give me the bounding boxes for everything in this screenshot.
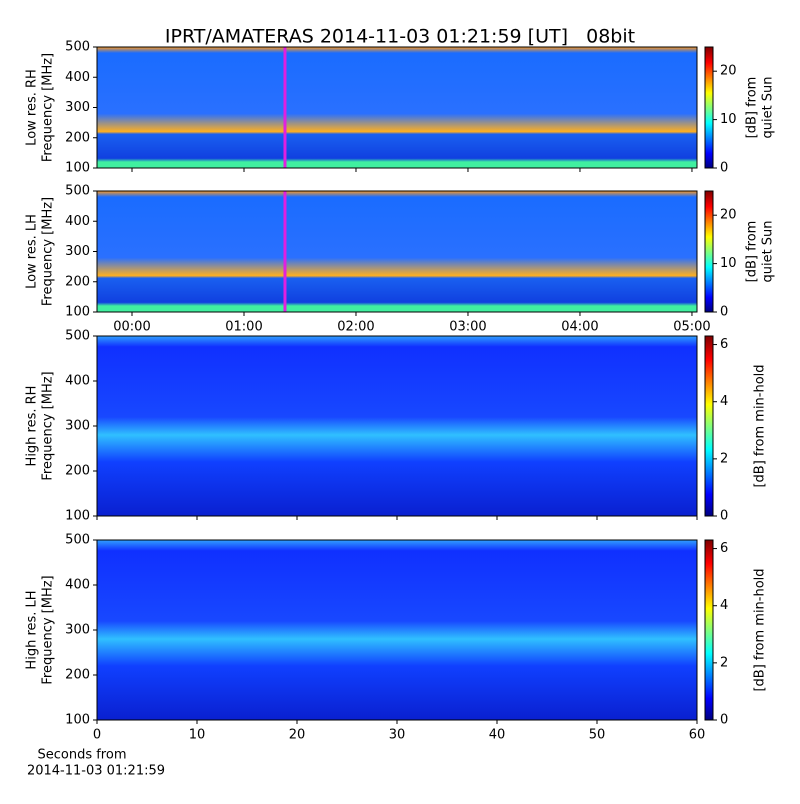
chart-title: IPRT/AMATERAS 2014-11-03 01:21:59 [UT] 0… xyxy=(165,26,635,48)
x-tick-label: 60 xyxy=(689,728,706,743)
y-tick-label: 400 xyxy=(65,214,90,229)
x-tick-label: 0 xyxy=(93,728,101,743)
spectrogram xyxy=(97,336,697,516)
x-tick-label: 00:00 xyxy=(113,320,150,335)
y-tick-label: 100 xyxy=(65,161,90,176)
colorbar-tick-label: 4 xyxy=(720,394,728,409)
spectrogram xyxy=(97,47,697,168)
colorbar-tick-label: 0 xyxy=(720,305,728,320)
x-tick-label: 50 xyxy=(589,728,606,743)
colorbar-label: quiet Sun xyxy=(761,220,776,282)
spectrogram xyxy=(97,191,697,312)
x-tick-label: 04:00 xyxy=(561,320,598,335)
y-axis-label: High res. RH xyxy=(25,386,40,467)
colorbar xyxy=(704,335,714,517)
y-tick-label: 300 xyxy=(65,244,90,259)
y-tick-label: 500 xyxy=(65,533,90,548)
spectrogram xyxy=(97,540,697,720)
y-axis-label: Frequency [MHz] xyxy=(41,197,56,306)
y-tick-label: 400 xyxy=(65,578,90,593)
x-tick-label: 30 xyxy=(389,728,406,743)
y-axis-label: Frequency [MHz] xyxy=(41,575,56,684)
colorbar-tick-label: 0 xyxy=(720,713,728,728)
x-axis-label: 2014-11-03 01:21:59 xyxy=(27,764,165,779)
x-tick-label: 20 xyxy=(289,728,306,743)
x-tick-label: 01:00 xyxy=(225,320,262,335)
colorbar-label: [dB] from min-hold xyxy=(753,568,768,691)
colorbar-tick-label: 20 xyxy=(720,64,737,79)
colorbar-tick-label: 0 xyxy=(720,509,728,524)
colorbar-label: quiet Sun xyxy=(761,76,776,138)
y-tick-label: 100 xyxy=(65,713,90,728)
colorbar xyxy=(704,190,714,313)
colorbar-tick-label: 2 xyxy=(720,451,728,466)
colorbar-tick-label: 6 xyxy=(720,337,728,352)
x-tick-label: 40 xyxy=(489,728,506,743)
colorbar-tick-label: 2 xyxy=(720,655,728,670)
y-tick-label: 500 xyxy=(65,329,90,344)
y-tick-label: 200 xyxy=(65,274,90,289)
y-axis-label: High res. LH xyxy=(25,590,40,669)
y-tick-label: 200 xyxy=(65,130,90,145)
colorbar-label: [dB] from xyxy=(745,77,760,139)
colorbar-label: [dB] from xyxy=(745,221,760,283)
colorbar-tick-label: 4 xyxy=(720,598,728,613)
y-tick-label: 200 xyxy=(65,668,90,683)
colorbar-tick-label: 10 xyxy=(720,112,737,127)
x-axis-label: Seconds from xyxy=(37,748,126,763)
colorbar-tick-label: 0 xyxy=(720,161,728,176)
y-axis-label: Frequency [MHz] xyxy=(41,371,56,480)
x-tick-label: 03:00 xyxy=(449,320,486,335)
colorbar xyxy=(704,539,714,721)
y-tick-label: 300 xyxy=(65,419,90,434)
y-tick-label: 100 xyxy=(65,509,90,524)
y-tick-label: 300 xyxy=(65,100,90,115)
y-tick-label: 500 xyxy=(65,40,90,55)
colorbar-tick-label: 10 xyxy=(720,256,737,271)
y-axis-label: Frequency [MHz] xyxy=(41,53,56,162)
y-tick-label: 100 xyxy=(65,305,90,320)
y-tick-label: 300 xyxy=(65,623,90,638)
y-tick-label: 400 xyxy=(65,374,90,389)
y-axis-label: Low res. RH xyxy=(25,69,40,146)
y-tick-label: 500 xyxy=(65,184,90,199)
colorbar-tick-label: 20 xyxy=(720,208,737,223)
x-tick-label: 05:00 xyxy=(673,320,710,335)
x-tick-label: 10 xyxy=(189,728,206,743)
colorbar xyxy=(704,46,714,169)
colorbar-label: [dB] from min-hold xyxy=(753,364,768,487)
colorbar-tick-label: 6 xyxy=(720,541,728,556)
y-tick-label: 400 xyxy=(65,70,90,85)
y-axis-label: Low res. LH xyxy=(25,214,40,289)
x-tick-label: 02:00 xyxy=(337,320,374,335)
y-tick-label: 200 xyxy=(65,464,90,479)
